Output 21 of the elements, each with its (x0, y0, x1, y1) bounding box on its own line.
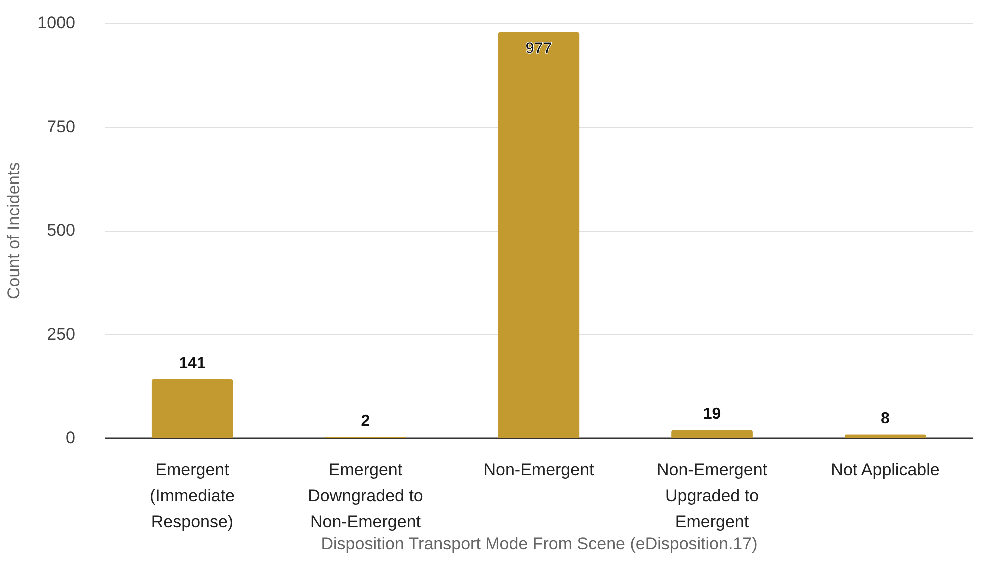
y-axis-title: Count of Incidents (4, 162, 24, 300)
data-label: 19 (703, 406, 722, 424)
y-tick-label: 500 (47, 221, 76, 240)
x-tick-label: Emergent (Immediate Response) (150, 460, 236, 532)
data-label: 2 (361, 413, 370, 430)
data-label: 141 (179, 355, 206, 372)
bar (498, 32, 580, 438)
y-tick-label: 0 (66, 428, 76, 448)
bar (844, 434, 926, 438)
data-label: 977 (526, 40, 552, 58)
bar (152, 379, 234, 438)
x-axis-title: Disposition Transport Mode From Scene (eDisposition.17) (321, 534, 758, 554)
x-tick-label: Non-Emergent Upgraded to Emergent (656, 460, 768, 532)
x-tick-label: Non-Emergent (484, 460, 595, 480)
y-tick-label: 250 (47, 324, 76, 344)
data-label: 8 (881, 410, 890, 428)
y-tick-label: 1000 (38, 14, 76, 32)
x-tick-label: Emergent Downgraded to Non-Emergent (308, 460, 424, 532)
y-tick-label: 750 (47, 117, 76, 136)
x-tick-label: Not Applicable (831, 460, 940, 480)
bar (672, 430, 753, 438)
